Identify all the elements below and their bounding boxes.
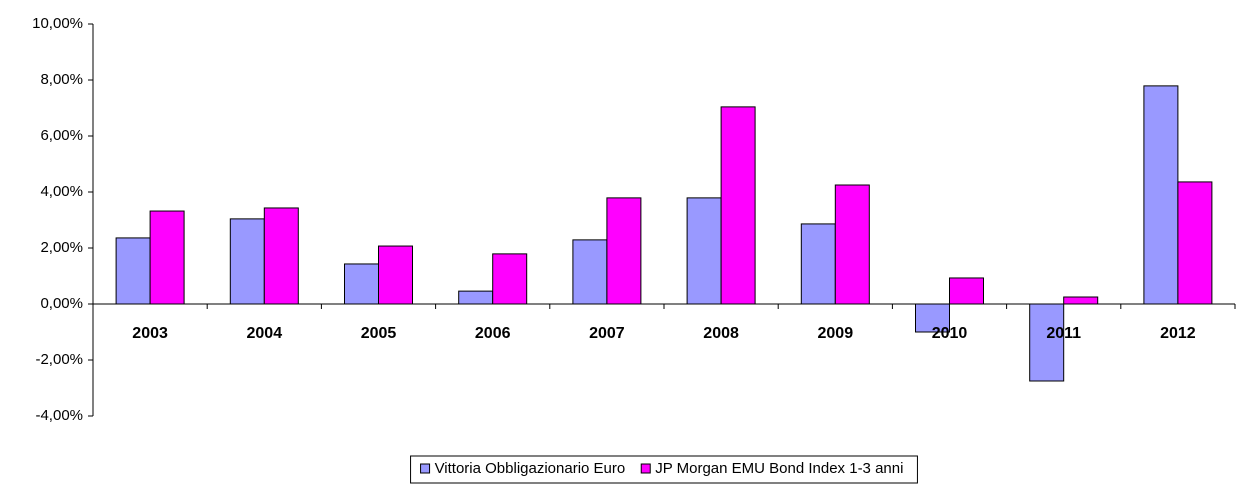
- legend-swatch: [640, 463, 651, 474]
- bar: [458, 290, 494, 305]
- x-tick-label: 2005: [361, 325, 397, 342]
- y-tick-label: -2,00%: [35, 351, 83, 368]
- bar: [606, 197, 642, 305]
- bar: [115, 237, 151, 305]
- bar: [229, 218, 265, 305]
- bar: [1177, 181, 1213, 305]
- x-tick-label: 2006: [475, 325, 511, 342]
- x-tick-label: 2012: [1160, 325, 1196, 342]
- y-tick-label: 0,00%: [40, 295, 83, 312]
- bar: [572, 239, 608, 305]
- y-tick-label: 10,00%: [32, 15, 83, 32]
- bar: [344, 263, 379, 305]
- x-tick-label: 2007: [589, 325, 625, 342]
- bar: [1029, 303, 1065, 382]
- bar: [949, 277, 984, 305]
- bar: [492, 253, 528, 305]
- y-tick-label: 2,00%: [40, 239, 83, 256]
- bar: [834, 184, 870, 305]
- y-tick-label: 4,00%: [40, 183, 83, 200]
- x-tick-label: 2009: [818, 325, 854, 342]
- x-tick-label: 2010: [932, 325, 968, 342]
- bar: [1063, 296, 1099, 305]
- bar: [149, 210, 185, 305]
- y-tick-label: 6,00%: [40, 127, 83, 144]
- x-tick-label: 2011: [1046, 325, 1081, 342]
- legend-box: [410, 455, 918, 484]
- x-tick-label: 2008: [703, 325, 739, 342]
- y-tick-label: 8,00%: [40, 71, 83, 88]
- bar: [800, 223, 836, 305]
- x-tick-label: 2004: [247, 325, 283, 342]
- y-tick-label: -4,00%: [35, 407, 83, 424]
- bar: [378, 245, 413, 305]
- bar: [263, 207, 299, 305]
- bar: [686, 197, 722, 305]
- x-tick-label: 2003: [132, 325, 168, 342]
- bar: [720, 106, 756, 305]
- legend-swatch: [420, 463, 431, 474]
- legend: Vittoria Obbligazionario Euro JP Morgan E…: [410, 455, 918, 484]
- legend-label: Vittoria Obbligazionario Euro: [435, 460, 626, 477]
- legend-label: JP Morgan EMU Bond Index 1-3 anni: [655, 460, 903, 477]
- bar: [1143, 85, 1179, 305]
